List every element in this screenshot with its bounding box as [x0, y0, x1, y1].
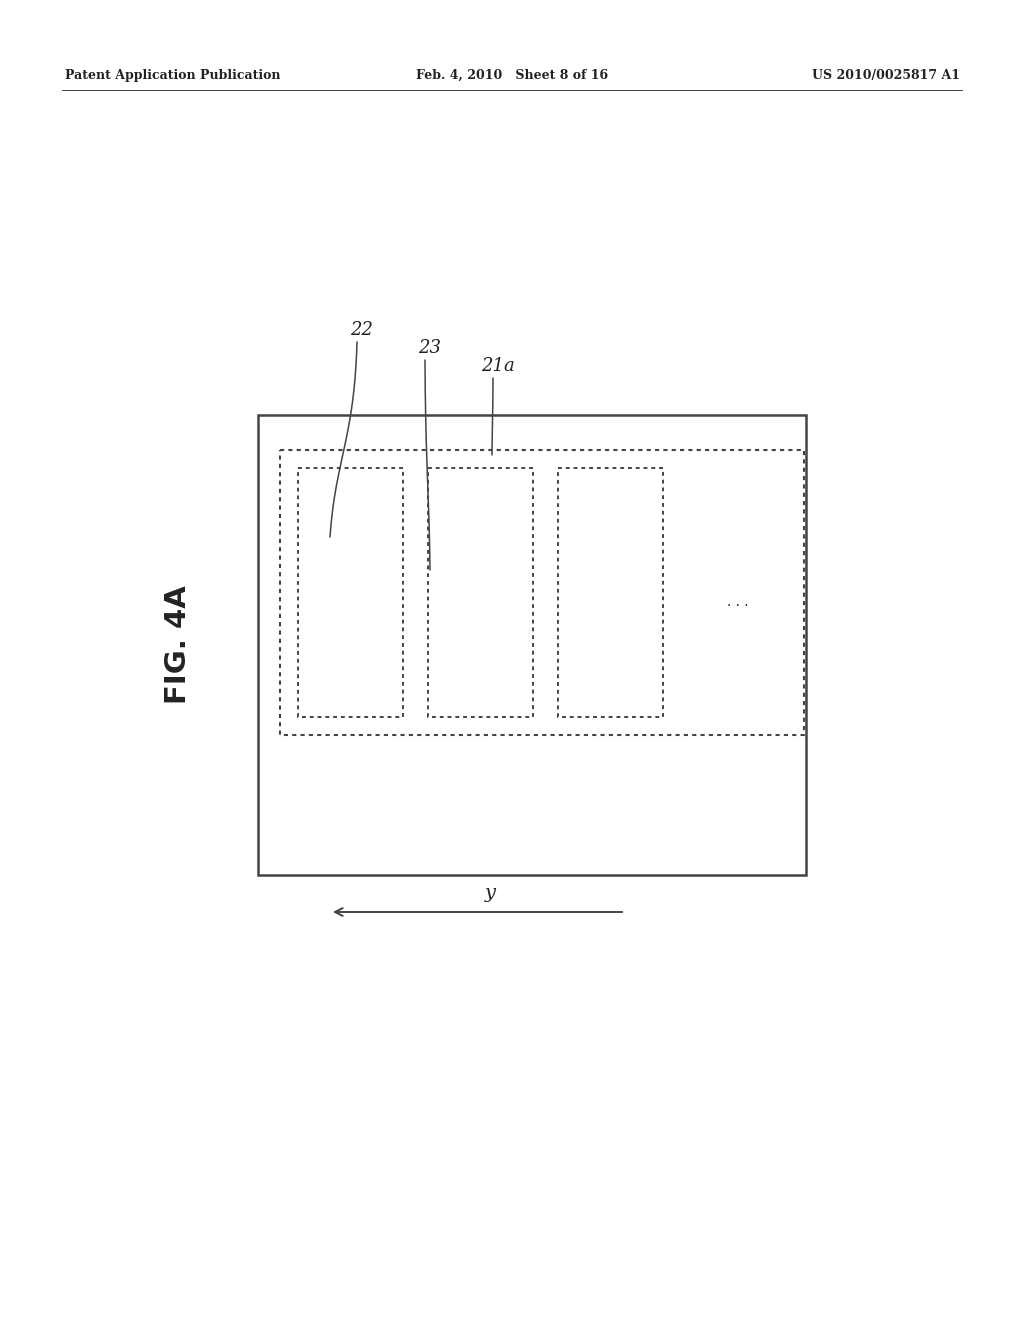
Text: 23: 23: [419, 339, 441, 356]
Text: Patent Application Publication: Patent Application Publication: [65, 69, 281, 82]
Text: Feb. 4, 2010   Sheet 8 of 16: Feb. 4, 2010 Sheet 8 of 16: [416, 69, 608, 82]
Bar: [298, 469, 403, 717]
Bar: [258, 414, 806, 875]
Text: 21a: 21a: [481, 356, 515, 375]
Bar: [428, 469, 534, 717]
Text: US 2010/0025817 A1: US 2010/0025817 A1: [812, 69, 961, 82]
Text: . . .: . . .: [727, 595, 749, 609]
Text: FIG. 4A: FIG. 4A: [164, 586, 193, 705]
Bar: [558, 469, 663, 717]
Bar: [280, 450, 804, 735]
Text: 22: 22: [350, 321, 374, 339]
Text: y: y: [484, 884, 496, 902]
